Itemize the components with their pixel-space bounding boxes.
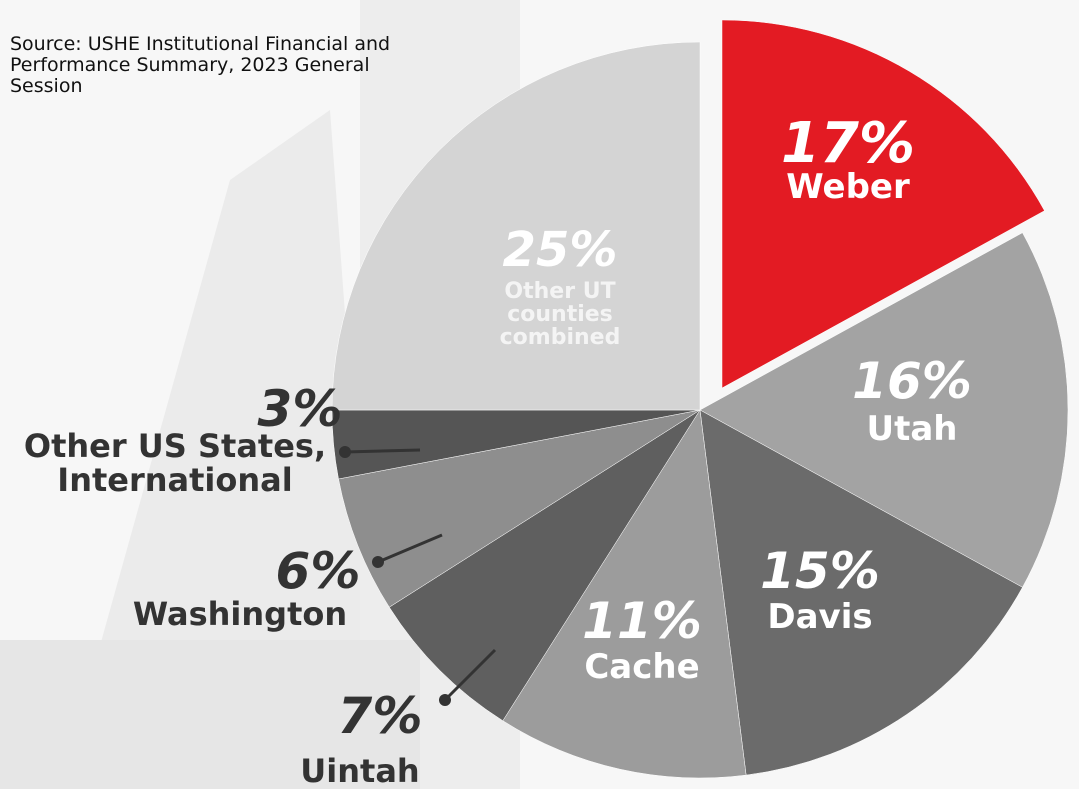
leader-line — [377, 533, 443, 564]
value-label: 6% — [275, 542, 361, 600]
pie-slice — [388, 409, 701, 722]
value-label: 11% — [582, 592, 702, 650]
value-label: 3% — [257, 380, 343, 438]
value-label: 17% — [780, 111, 916, 176]
category-label: Other US States, International — [23, 427, 327, 499]
pie-slice — [338, 409, 701, 608]
category-label: Utah — [866, 409, 958, 449]
pie-slice — [699, 409, 1023, 776]
value-label: 16% — [852, 352, 972, 410]
leader-line — [443, 648, 497, 702]
category-label: Washington — [132, 595, 348, 633]
value-label: 7% — [337, 687, 423, 745]
value-label: 15% — [760, 542, 880, 600]
building-silhouette — [60, 110, 380, 789]
category-label: Cache — [584, 647, 700, 687]
category-label: Other UT counties combined — [499, 279, 621, 351]
category-label: Weber — [786, 167, 910, 207]
pie-slice — [502, 409, 747, 779]
source-note: Source: USHE Institutional Financial and… — [10, 33, 391, 97]
pie-slice — [699, 232, 1069, 588]
pie-slice — [331, 41, 701, 411]
leader-dot — [339, 446, 351, 458]
leader-dot — [439, 694, 451, 706]
leader-line — [344, 448, 421, 454]
leader-dot — [372, 556, 384, 568]
pie-slice — [721, 19, 1045, 389]
building-silhouette — [0, 640, 420, 789]
category-label: Uintah — [300, 752, 420, 789]
category-label: Davis — [767, 597, 873, 637]
value-label: 25% — [502, 222, 618, 278]
